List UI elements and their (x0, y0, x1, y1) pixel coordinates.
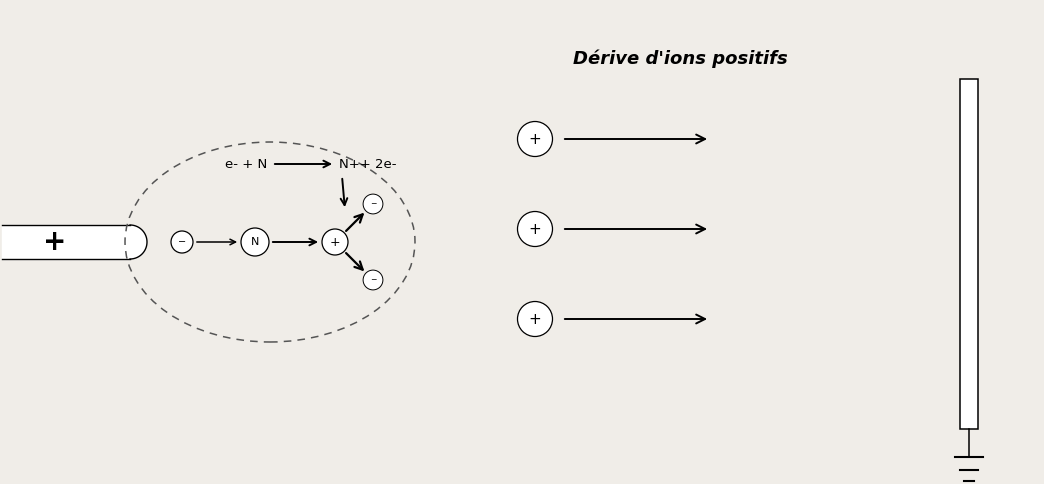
Text: N: N (251, 237, 259, 247)
Text: e- + N: e- + N (224, 157, 267, 170)
Circle shape (518, 212, 552, 246)
Text: +: + (528, 222, 542, 237)
Bar (960, 79, 978, 429)
Text: N++ 2e-: N++ 2e- (339, 157, 397, 170)
Text: +: + (528, 312, 542, 327)
Circle shape (171, 231, 193, 253)
Circle shape (241, 228, 269, 256)
Text: +: + (528, 132, 542, 147)
Text: +: + (43, 228, 67, 256)
Circle shape (322, 229, 348, 255)
Polygon shape (2, 225, 130, 259)
Circle shape (518, 121, 552, 156)
Polygon shape (130, 225, 147, 259)
Circle shape (518, 302, 552, 336)
Text: +: + (330, 236, 340, 248)
Text: Dérive d'ions positifs: Dérive d'ions positifs (572, 50, 787, 68)
Circle shape (363, 194, 383, 214)
Text: −: − (370, 199, 376, 209)
Text: −: − (370, 275, 376, 285)
Circle shape (363, 270, 383, 290)
Text: −: − (177, 237, 186, 247)
